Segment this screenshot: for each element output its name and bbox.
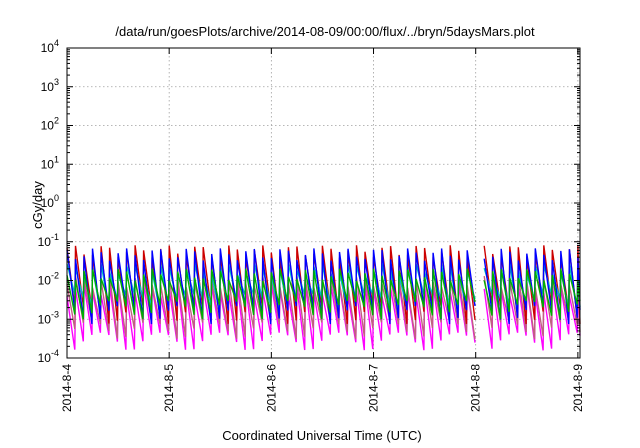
x-tick-label: 2014-8-8	[469, 364, 483, 412]
series-line	[66, 268, 581, 320]
y-tick-label: 103	[41, 77, 59, 94]
y-tick-label: 10-1	[38, 232, 59, 249]
y-tick-label: 10-3	[38, 309, 59, 326]
y-tick-label: 10-2	[38, 271, 59, 288]
y-tick-label: 100	[41, 193, 59, 210]
y-tick-label: 102	[41, 116, 59, 133]
series-group	[66, 245, 581, 351]
y-axis-label: cGy/day	[30, 181, 45, 229]
y-tick-label: 101	[41, 154, 59, 171]
chart-title: /data/run/goesPlots/archive/2014-08-09/0…	[115, 24, 535, 39]
y-tick-label: 104	[41, 38, 59, 55]
y-tick-label: 10-4	[38, 348, 59, 365]
axis-ticks: 10-4 10-3 10-2 10-1 100 101 102 103 104 2014-8-4 2…	[38, 38, 585, 412]
x-axis-label: Coordinated Universal Time (UTC)	[222, 428, 421, 443]
x-tick-label: 2014-8-9	[571, 364, 585, 412]
x-tick-label: 2014-8-4	[60, 364, 74, 412]
x-tick-label: 2014-8-6	[264, 364, 278, 412]
x-tick-label: 2014-8-7	[367, 364, 381, 412]
x-tick-label: 2014-8-5	[162, 364, 176, 412]
